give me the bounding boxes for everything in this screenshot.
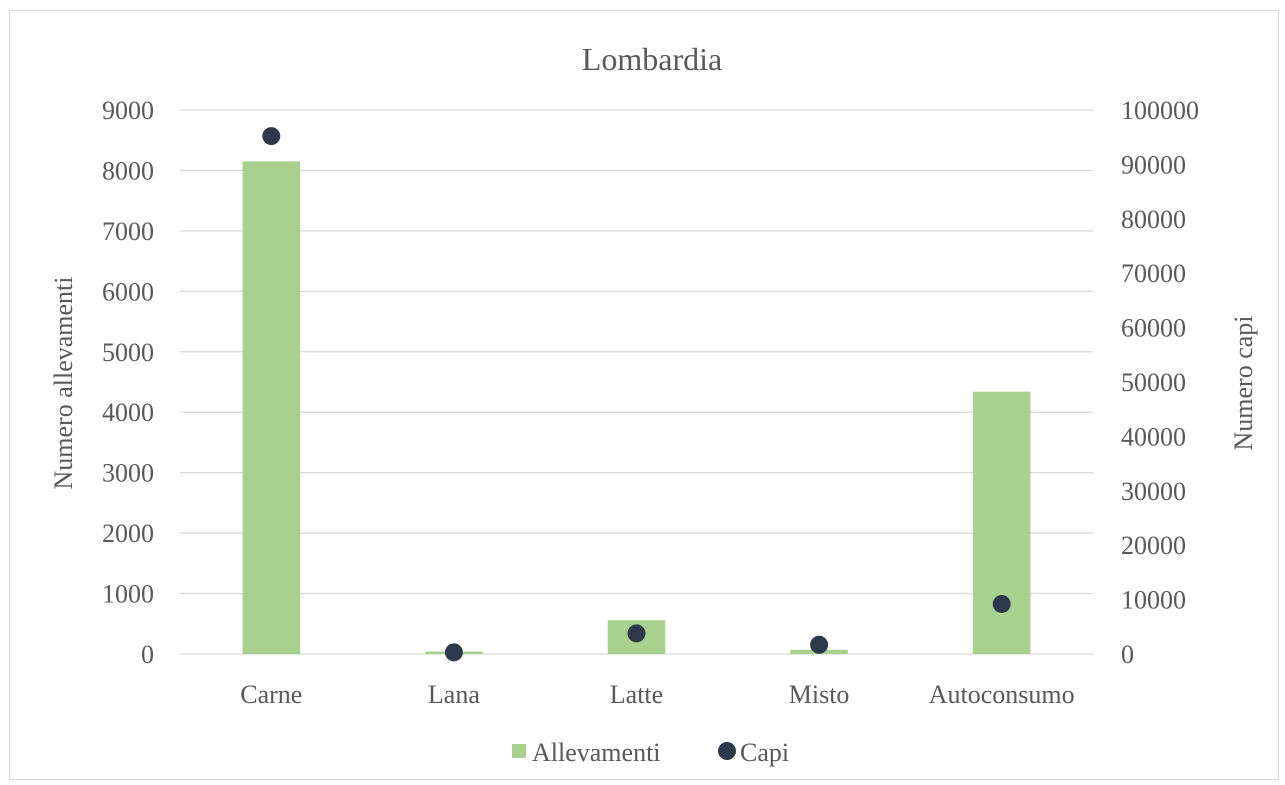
x-tick-label: Misto (789, 680, 850, 709)
bars (242, 161, 1031, 654)
legend-dot-swatch (718, 742, 736, 760)
point-carne (262, 127, 281, 146)
y2-tick-label: 90000 (1121, 150, 1186, 179)
y2-tick-label: 20000 (1121, 531, 1186, 560)
y-tick-label: 5000 (102, 338, 154, 367)
y-tick-label: 6000 (102, 277, 154, 306)
bar-carne (242, 161, 301, 654)
legend-bar-swatch (512, 744, 526, 758)
legend-label-capi: Capi (740, 738, 789, 767)
legend: Allevamenti Capi (512, 738, 789, 767)
point-latte (627, 624, 646, 643)
x-tick-label: Latte (610, 680, 663, 709)
y2-tick-label: 60000 (1121, 314, 1186, 343)
y-tick-label: 8000 (102, 156, 154, 185)
y-tick-label: 7000 (102, 217, 154, 246)
y2-tick-label: 10000 (1121, 586, 1186, 615)
x-tick-label: Lana (428, 680, 480, 709)
y-tick-label: 4000 (102, 398, 154, 427)
bar-autoconsumo (972, 391, 1031, 654)
y2-tick-label: 100000 (1121, 96, 1199, 125)
y-tick-label: 2000 (102, 519, 154, 548)
y-axis-ticks: 0 1000 2000 3000 4000 5000 6000 7000 8000 9000 (102, 96, 154, 669)
y2-tick-label: 50000 (1121, 368, 1186, 397)
y-tick-label: 3000 (102, 459, 154, 488)
y-tick-label: 1000 (102, 580, 154, 609)
x-tick-label: Carne (240, 680, 302, 709)
point-autoconsumo (992, 594, 1011, 613)
y-axis-title: Numero allevamenti (49, 277, 78, 490)
y2-tick-label: 40000 (1121, 422, 1186, 451)
y-tick-label: 9000 (102, 96, 154, 125)
point-misto (810, 635, 829, 654)
gridlines (180, 109, 1093, 655)
points (262, 127, 1011, 662)
chart-title: Lombardia (582, 41, 722, 77)
x-tick-label: Autoconsumo (929, 680, 1075, 709)
y2-axis-title: Numero capi (1229, 315, 1258, 450)
y-tick-label: 0 (141, 640, 154, 669)
y2-tick-label: 70000 (1121, 259, 1186, 288)
point-lana (444, 643, 463, 662)
y2-axis-ticks: 0 10000 20000 30000 40000 50000 60000 70000 8000… (1121, 96, 1199, 669)
y2-tick-label: 30000 (1121, 477, 1186, 506)
y2-tick-label: 0 (1121, 640, 1134, 669)
x-axis-ticks: Carne Lana Latte Misto Autoconsumo (240, 680, 1074, 709)
legend-label-allevamenti: Allevamenti (532, 738, 661, 767)
y2-tick-label: 80000 (1121, 205, 1186, 234)
